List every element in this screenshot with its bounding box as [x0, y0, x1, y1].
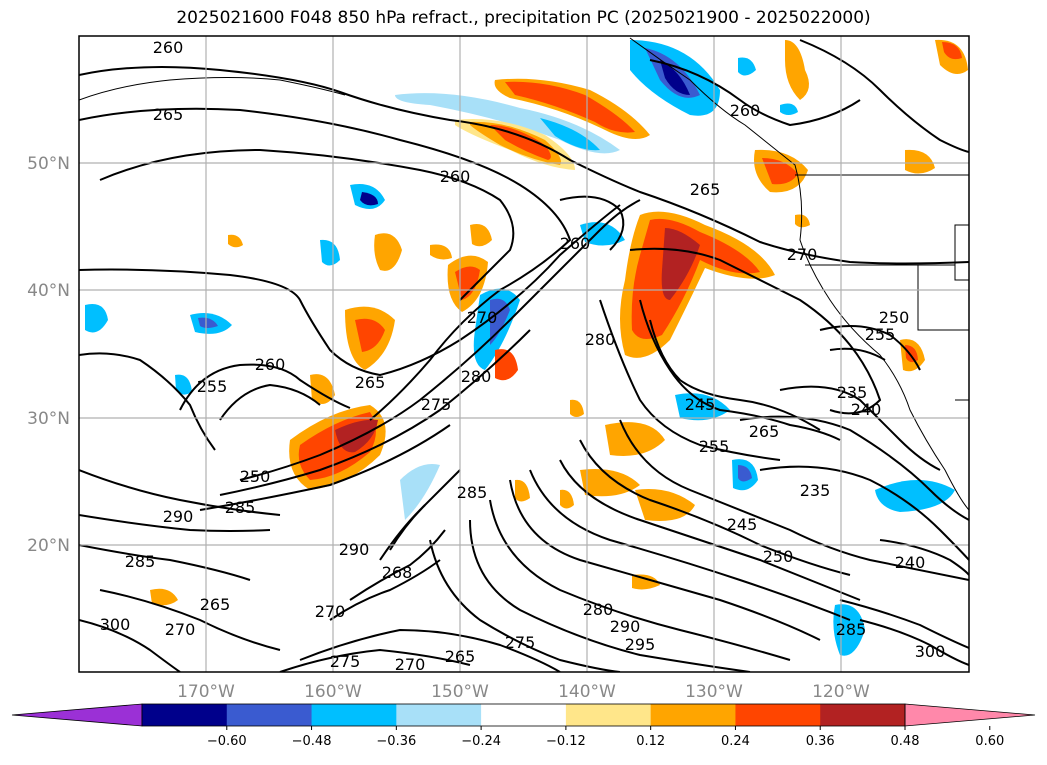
- colorbar-tick-label: 0.24: [721, 734, 750, 749]
- contour-label: 285: [225, 498, 256, 517]
- lat-label: 30°N: [27, 409, 70, 429]
- contour-label: 265: [355, 373, 386, 392]
- contour-label: 255: [699, 437, 730, 456]
- lat-label: 20°N: [27, 536, 70, 556]
- colorbar-tick-label: 0.36: [806, 734, 835, 749]
- lon-label: 170°W: [177, 682, 235, 702]
- contour-label: 235: [800, 481, 831, 500]
- lon-label: 120°W: [812, 682, 870, 702]
- contour-label: 265: [445, 647, 476, 666]
- contour-label: 275: [505, 633, 536, 652]
- colorbar: −0.60 −0.48 −0.36 −0.24 −0.12 0.12 0.24 0.36 0.4…: [11, 703, 1036, 749]
- contour-label: 290: [339, 540, 370, 559]
- contour-label: 285: [836, 620, 867, 639]
- contour-label: 270: [165, 620, 196, 639]
- contour-label: 275: [421, 395, 452, 414]
- colorbar-bin: [142, 704, 228, 726]
- colorbar-bin: [820, 704, 906, 726]
- contour-label: 235: [837, 383, 868, 402]
- contour-label: 280: [461, 367, 492, 386]
- lon-label: 150°W: [431, 682, 489, 702]
- colorbar-tick-label: −0.12: [546, 734, 586, 749]
- contour-label: 240: [895, 553, 926, 572]
- contour-label: 270: [395, 655, 426, 674]
- plot-frame: [78, 35, 970, 673]
- lat-label: 40°N: [27, 281, 70, 301]
- colorbar-bin: [735, 704, 821, 726]
- colorbar-extend-high: [904, 703, 1036, 727]
- colorbar-tick-label: 0.60: [975, 734, 1004, 749]
- contour-label: 295: [625, 635, 656, 654]
- coastlines: [79, 37, 969, 511]
- colorbar-bin: [311, 704, 397, 726]
- colorbar-tick-label: 0.12: [636, 734, 665, 749]
- contour-label: 265: [200, 595, 231, 614]
- contour-label: 245: [685, 395, 716, 414]
- contour-label: 270: [467, 308, 498, 327]
- contour-label: 245: [727, 515, 758, 534]
- lon-label: 160°W: [304, 682, 362, 702]
- map-plot: 2602652602652602702602552502802702652602…: [79, 36, 969, 674]
- contour-label: 290: [610, 617, 641, 636]
- map-title: 2025021600 F048 850 hPa refract., precip…: [176, 8, 871, 28]
- colorbar-bin: [481, 704, 567, 726]
- refractivity-contours: [79, 39, 969, 672]
- colorbar-extend-low: [11, 703, 143, 727]
- contour-label: 265: [749, 422, 780, 441]
- contour-label: 255: [865, 325, 896, 344]
- lon-label: 130°W: [685, 682, 743, 702]
- contour-label: 270: [787, 245, 818, 264]
- colorbar-bin: [565, 704, 652, 726]
- colorbar-bin: [396, 704, 482, 726]
- precipitation-shading: [85, 39, 968, 656]
- contour-labels: 2602652602652602702602552502802702652602…: [100, 38, 946, 674]
- contour-label: 265: [153, 105, 184, 124]
- contour-label: 260: [560, 234, 591, 253]
- colorbar-tick-label: 0.48: [891, 734, 920, 749]
- contour-label: 240: [851, 400, 882, 419]
- contour-label: 250: [763, 547, 794, 566]
- colorbar-tick-label: −0.48: [292, 734, 332, 749]
- contour-label: 280: [583, 600, 614, 619]
- contour-label: 268: [382, 563, 413, 582]
- contour-label: 250: [879, 308, 910, 327]
- contour-label: 250: [240, 467, 271, 486]
- colorbar-tick-label: −0.24: [461, 734, 501, 749]
- lon-label: 140°W: [558, 682, 616, 702]
- contour-label: 260: [153, 38, 184, 57]
- colorbar-tick-label: −0.36: [376, 734, 416, 749]
- contour-label: 260: [255, 355, 286, 374]
- contour-label: 270: [315, 602, 346, 621]
- contour-label: 300: [100, 615, 131, 634]
- contour-label: 285: [457, 483, 488, 502]
- contour-label: 285: [125, 552, 156, 571]
- contour-label: 300: [915, 642, 946, 661]
- colorbar-tick-label: −0.60: [207, 734, 247, 749]
- lat-label: 50°N: [27, 154, 70, 174]
- contour-label: 260: [730, 101, 761, 120]
- contour-label: 280: [585, 330, 616, 349]
- latitude-labels: 50°N 40°N 30°N 20°N: [27, 154, 70, 556]
- contour-label: 290: [163, 507, 194, 526]
- colorbar-bin: [226, 704, 313, 726]
- contour-label: 260: [440, 167, 471, 186]
- contour-label: 265: [690, 180, 721, 199]
- longitude-labels: 170°W 160°W 150°W 140°W 130°W 120°W: [177, 682, 870, 702]
- contour-label: 275: [330, 652, 361, 671]
- colorbar-bin: [650, 704, 736, 726]
- colorbar-frame: [141, 703, 906, 727]
- graticule: [79, 36, 969, 672]
- contour-label: 255: [197, 377, 228, 396]
